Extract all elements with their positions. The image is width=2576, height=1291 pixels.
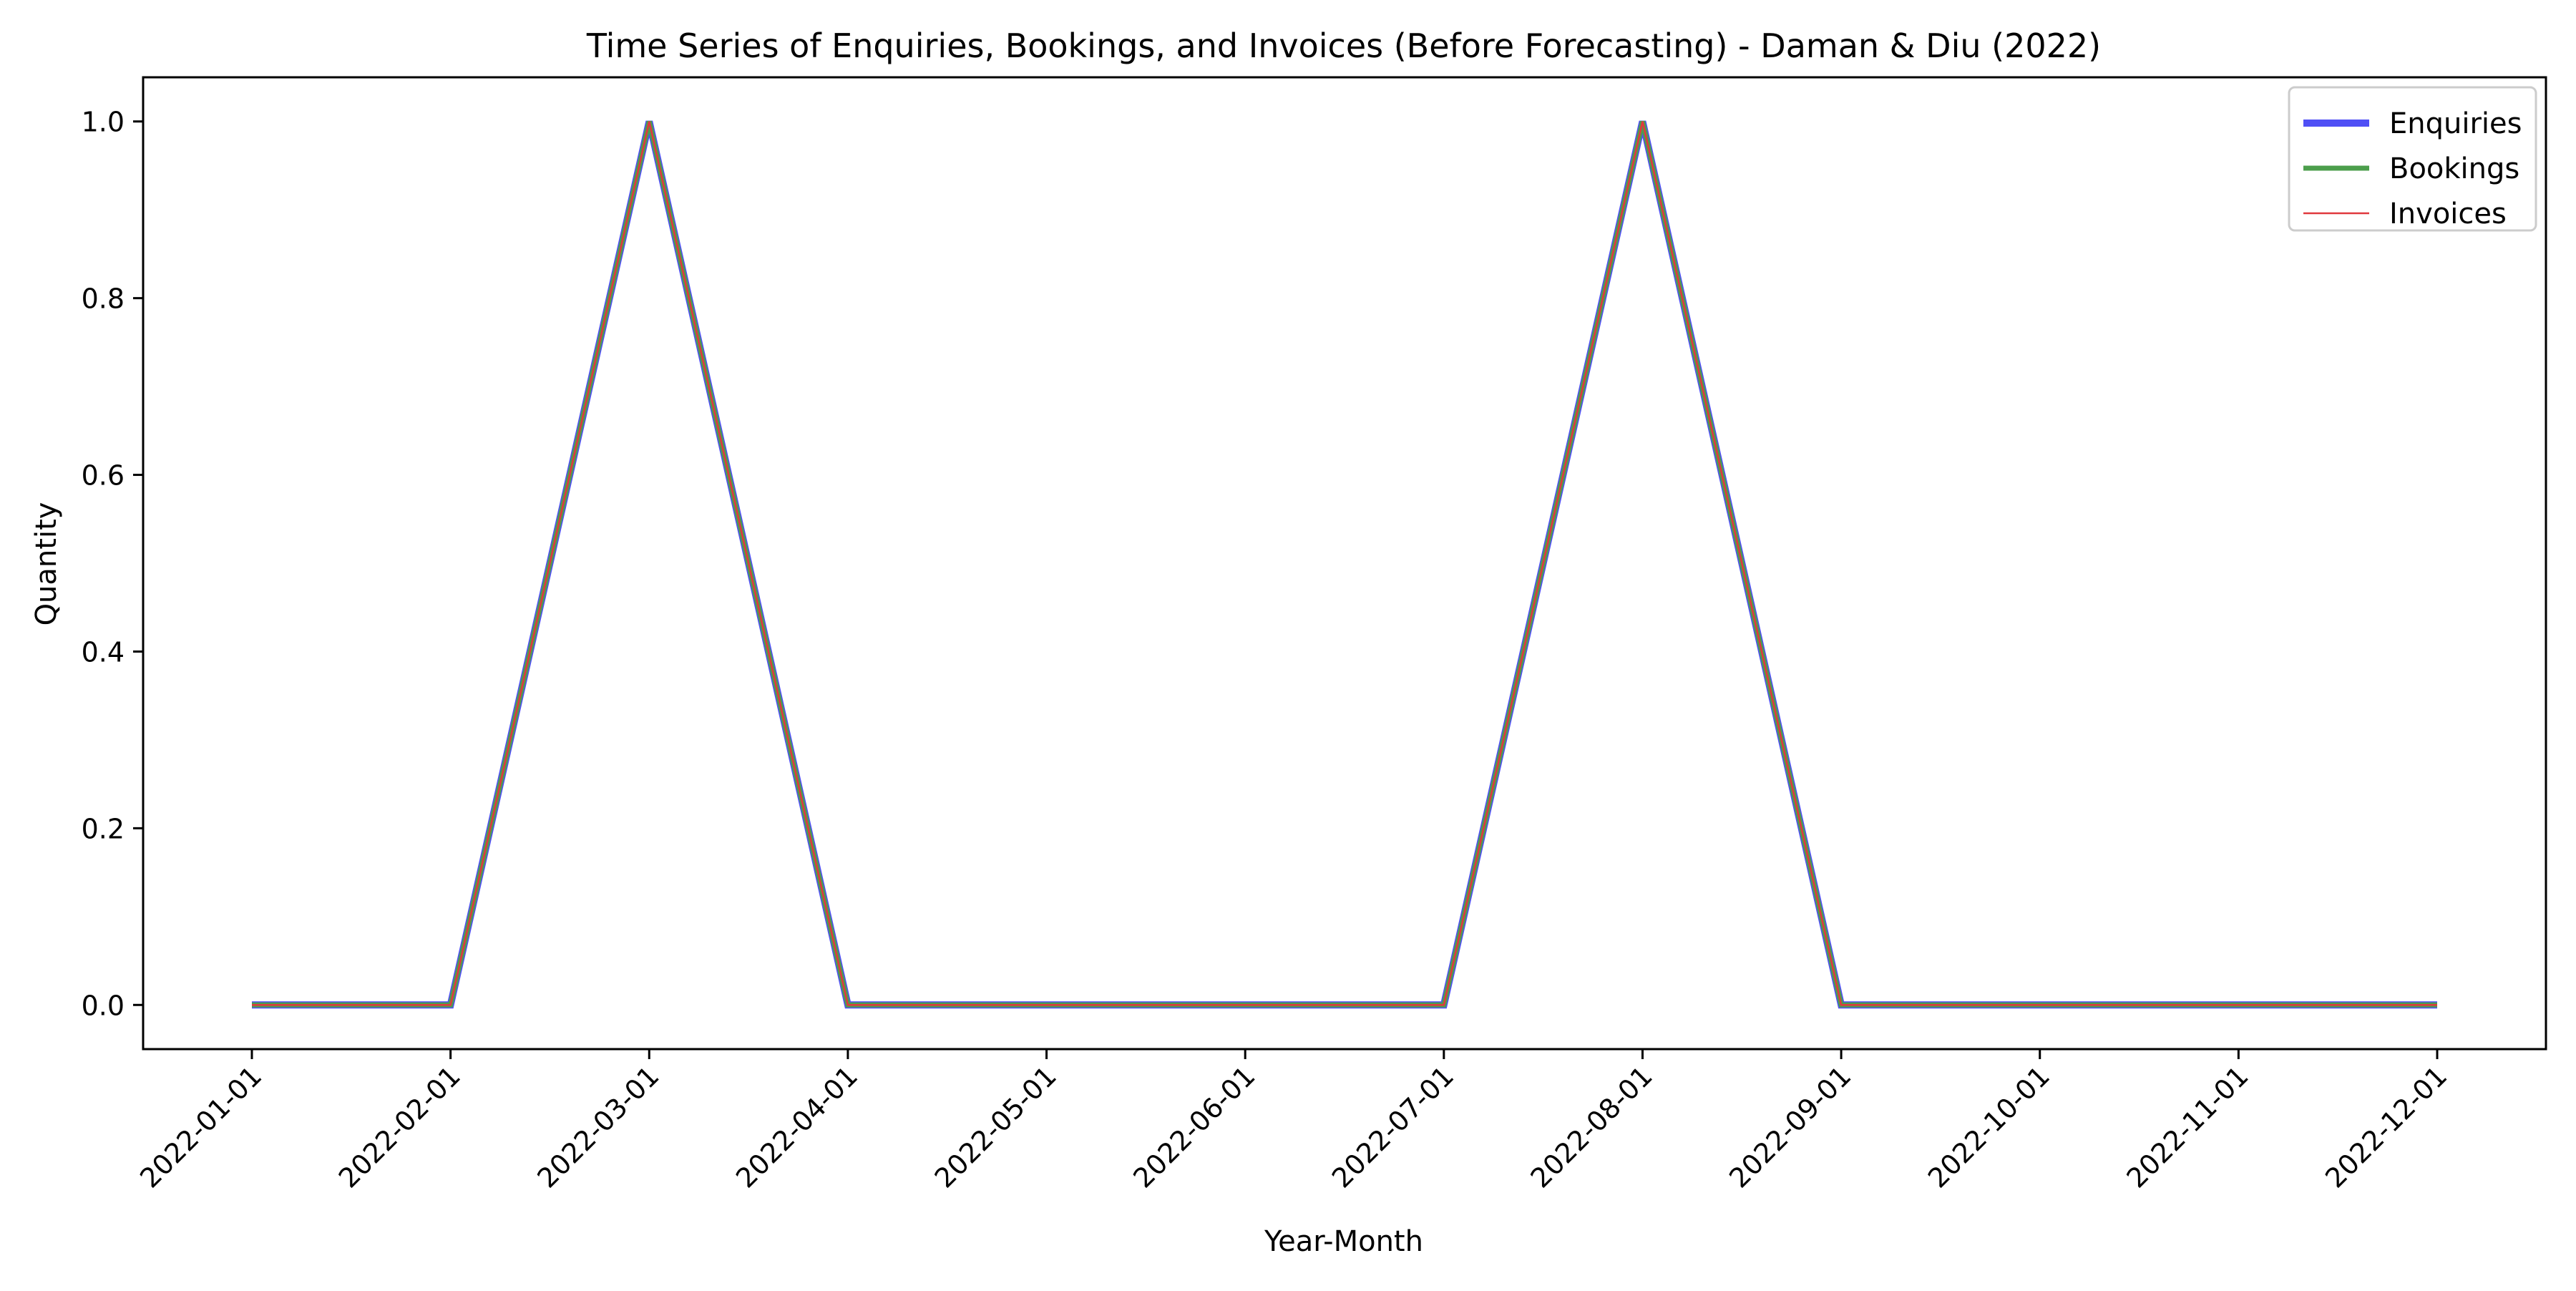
series-line-invoices (252, 121, 2437, 1006)
x-tick-label: 2022-11-01 (2120, 1060, 2254, 1194)
legend-label: Enquiries (2389, 107, 2522, 140)
legend-label: Invoices (2389, 198, 2507, 230)
x-axis: 2022-01-01 2022-02-01 2022-03-01 2022-04-01… (134, 1049, 2453, 1194)
legend-label: Bookings (2389, 152, 2519, 185)
x-tick-label: 2022-04-01 (730, 1060, 864, 1194)
y-axis: 0.0 0.2 0.4 0.6 0.8 1.0 (82, 107, 143, 1021)
x-tick-label: 2022-09-01 (1723, 1060, 1857, 1194)
x-tick-label: 2022-02-01 (333, 1060, 467, 1194)
y-tick-label: 0.2 (82, 813, 125, 844)
x-tick-label: 2022-08-01 (1525, 1060, 1659, 1194)
x-tick-label: 2022-05-01 (929, 1060, 1063, 1194)
chart-title: Time Series of Enquiries, Bookings, and … (586, 26, 2101, 65)
y-tick-label: 0.0 (82, 990, 125, 1021)
y-tick-label: 0.4 (82, 636, 125, 668)
x-tick-label: 2022-01-01 (134, 1060, 268, 1194)
series-line-bookings (252, 120, 2437, 1008)
x-tick-label: 2022-06-01 (1127, 1060, 1261, 1194)
series-layer (252, 120, 2437, 1009)
series-line-enquiries (252, 120, 2437, 1009)
x-tick-label: 2022-12-01 (2319, 1060, 2453, 1194)
x-axis-label: Year-Month (1264, 1225, 1423, 1258)
x-tick-label: 2022-10-01 (1922, 1060, 2056, 1194)
y-tick-label: 1.0 (82, 107, 125, 138)
plot-area-frame (142, 76, 2547, 1051)
legend: Enquiries Bookings Invoices (2288, 86, 2537, 232)
y-tick-label: 0.8 (82, 283, 125, 315)
x-tick-label: 2022-03-01 (531, 1060, 665, 1194)
x-tick-label: 2022-07-01 (1326, 1060, 1460, 1194)
y-axis-label: Quantity (30, 502, 63, 626)
y-tick-label: 0.6 (82, 460, 125, 492)
